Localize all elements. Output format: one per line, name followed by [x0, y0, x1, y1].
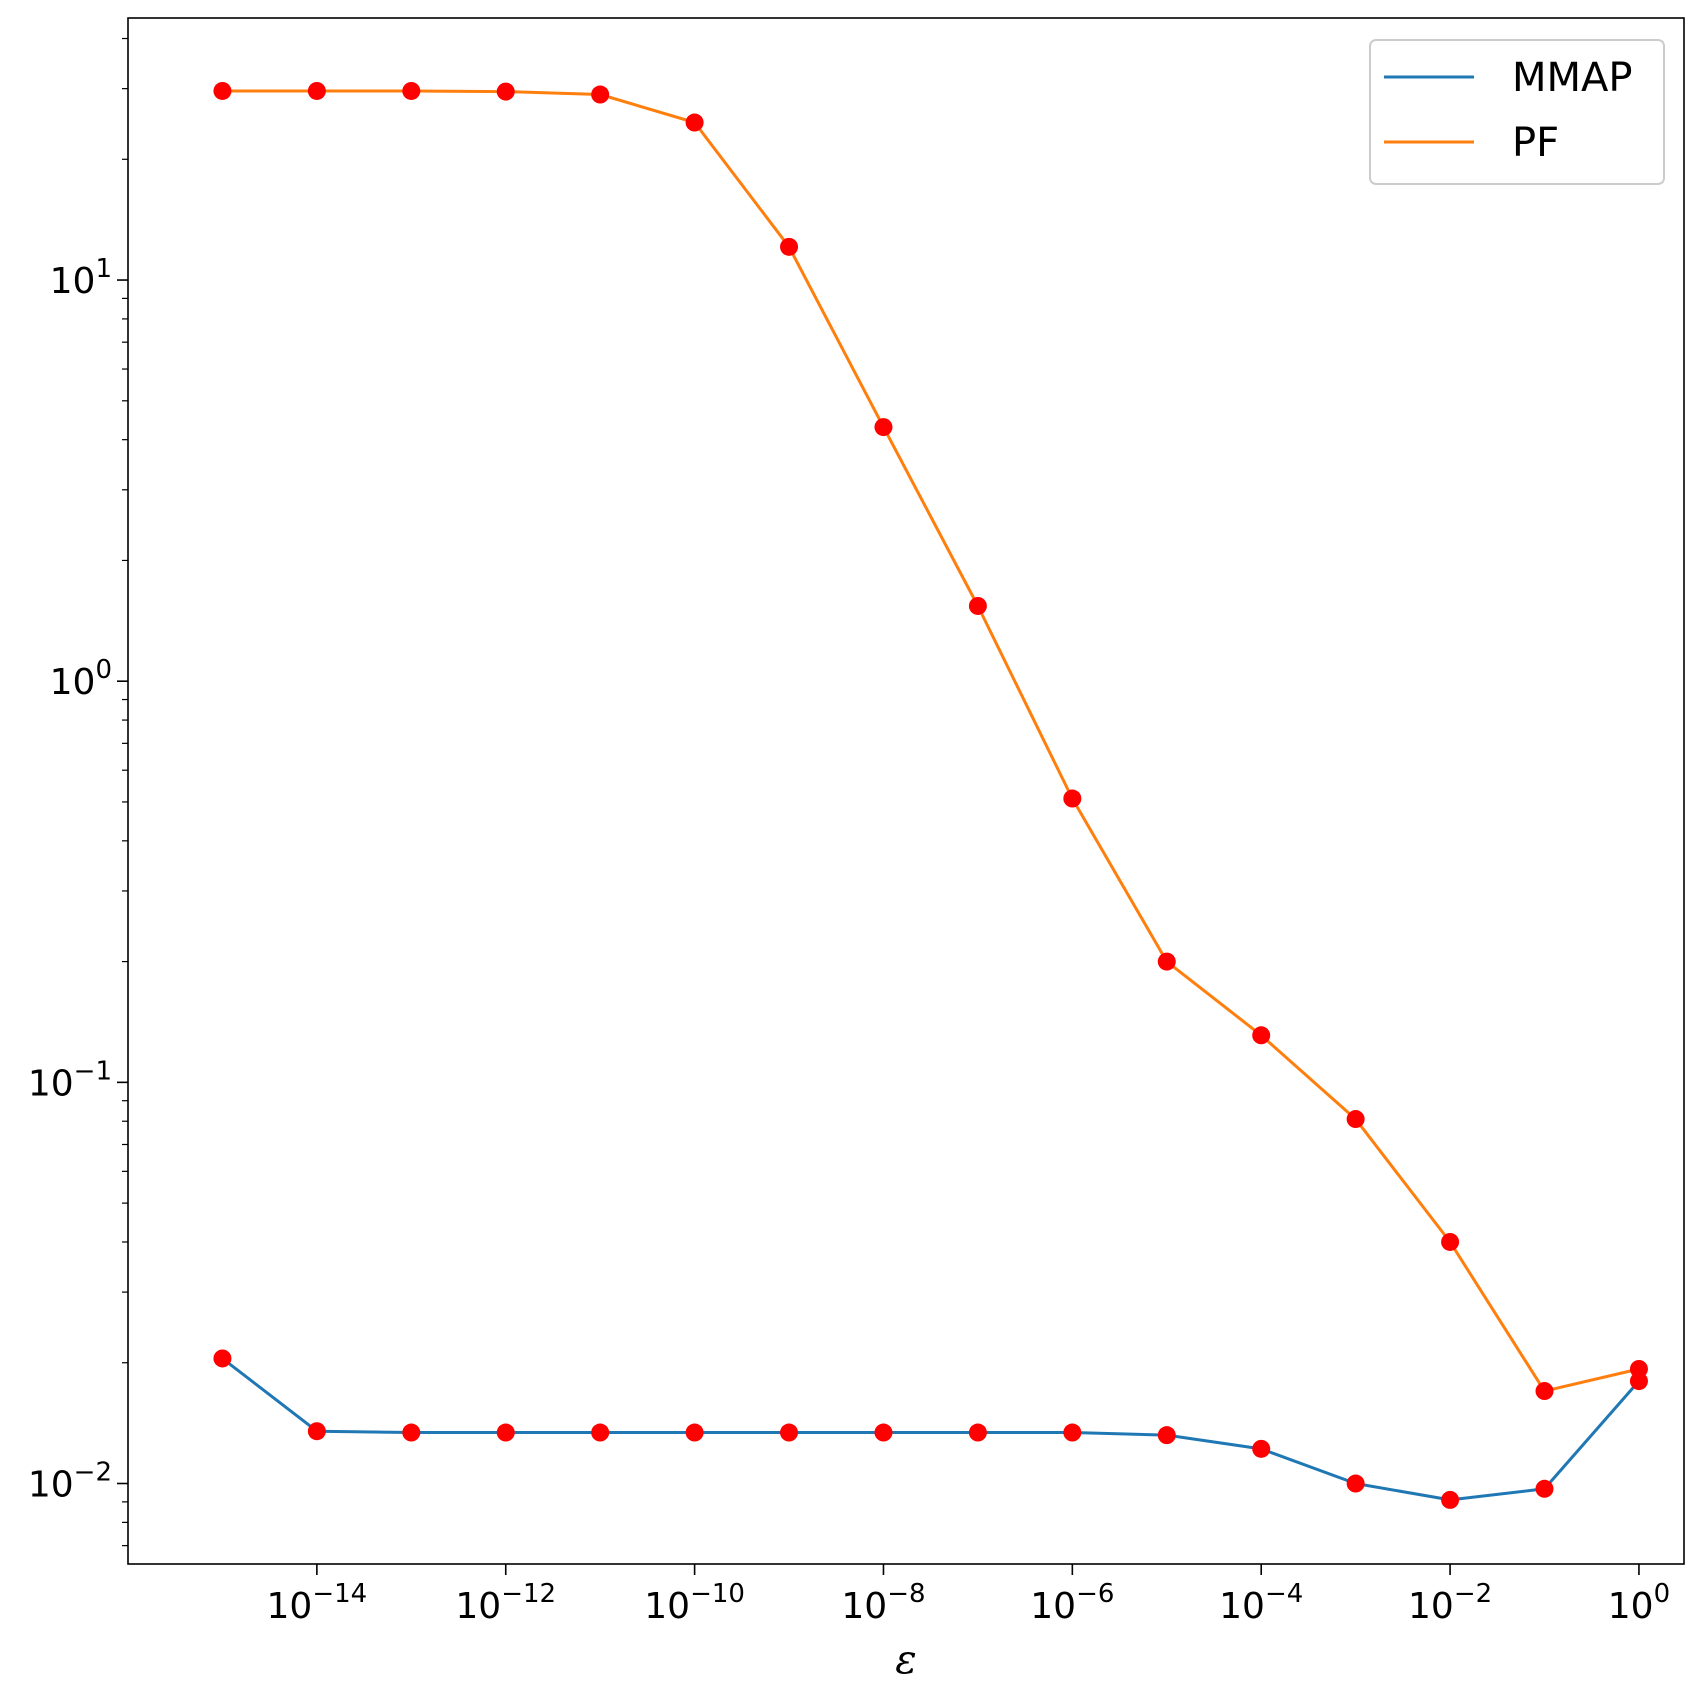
data-point-mmap: [968, 1423, 987, 1442]
plot-area: [128, 18, 1684, 1564]
data-point-pf: [968, 596, 987, 615]
series-lines: [221, 89, 1641, 1502]
data-point-pf: [780, 237, 799, 256]
data-point-mmap: [874, 1423, 893, 1442]
x-tick-label: 10−2: [1408, 1579, 1492, 1627]
data-point-mmap: [780, 1423, 799, 1442]
x-tick-label: 10−4: [1219, 1579, 1303, 1627]
minor-ticks: [122, 37, 128, 1547]
series-line-pf: [222, 89, 1640, 1393]
data-point-pf: [591, 85, 610, 104]
series-line-mmap: [221, 1357, 1641, 1502]
y-tick-label: 100: [50, 655, 112, 703]
data-point-pf: [1063, 789, 1082, 808]
data-point-mmap: [1157, 1426, 1176, 1445]
data-point-pf: [685, 113, 704, 132]
y-axis-ticks: 10−2 10−1 100 101: [28, 254, 128, 1506]
data-point-mmap: [213, 1349, 232, 1368]
y-tick-label: 10−2: [28, 1458, 112, 1506]
series-points: [213, 81, 1648, 1509]
data-point-mmap: [591, 1423, 610, 1442]
legend: MMAP PF: [1369, 39, 1665, 185]
data-point-pf: [1346, 1110, 1365, 1129]
data-point-pf: [1441, 1232, 1460, 1251]
data-point-mmap: [496, 1423, 515, 1442]
x-tick-label: 10−6: [1030, 1579, 1114, 1627]
data-point-pf: [1535, 1382, 1554, 1401]
x-axis-label: ε: [895, 1637, 916, 1683]
data-point-mmap: [1441, 1490, 1460, 1509]
data-point-pf: [213, 81, 232, 100]
x-tick-label: 10−14: [267, 1579, 368, 1627]
legend-label-pf: PF: [1512, 120, 1559, 166]
data-point-mmap: [1252, 1439, 1271, 1458]
y-tick-label: 10−1: [28, 1056, 112, 1104]
data-point-mmap: [1535, 1479, 1554, 1498]
data-point-pf: [307, 81, 326, 100]
legend-label-mmap: MMAP: [1512, 55, 1633, 101]
data-point-mmap: [307, 1422, 326, 1441]
x-axis-ticks: 10−14 10−12 10−10 10−8 10−6 10−4 10−2 100: [267, 1564, 1670, 1627]
data-point-mmap: [1063, 1423, 1082, 1442]
data-point-pf: [1157, 952, 1176, 971]
x-tick-label: 10−12: [455, 1579, 556, 1627]
data-point-pf: [1629, 1359, 1648, 1378]
x-tick-label: 10−8: [841, 1579, 925, 1627]
data-point-mmap: [685, 1423, 704, 1442]
data-point-pf: [874, 418, 893, 437]
data-point-mmap: [402, 1423, 421, 1442]
data-point-pf: [1252, 1026, 1271, 1045]
data-point-pf: [496, 82, 515, 101]
y-tick-label: 101: [50, 254, 112, 302]
x-tick-label: 10−10: [644, 1579, 745, 1627]
data-point-mmap: [1346, 1474, 1365, 1493]
data-point-pf: [402, 81, 421, 100]
plot-frame: [127, 17, 1685, 1565]
x-tick-label: 100: [1608, 1579, 1670, 1627]
